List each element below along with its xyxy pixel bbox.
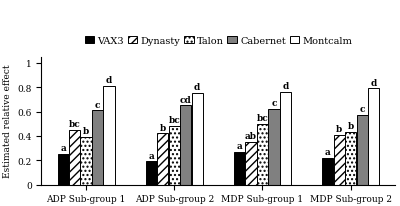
Bar [92, 111, 103, 185]
Text: d: d [370, 78, 377, 87]
Bar [103, 87, 114, 185]
Text: d: d [106, 76, 112, 85]
Bar [157, 134, 168, 185]
Text: a: a [148, 151, 154, 160]
Text: cd: cd [180, 95, 192, 104]
Bar [280, 93, 291, 185]
Text: bc: bc [256, 113, 268, 122]
Bar [357, 116, 368, 185]
Bar [234, 152, 245, 185]
Bar [58, 154, 69, 185]
Bar [334, 135, 345, 185]
Bar [345, 133, 356, 185]
Text: b: b [160, 123, 166, 132]
Text: b: b [336, 124, 342, 133]
Text: c: c [271, 99, 277, 108]
Text: bc: bc [168, 116, 180, 125]
Legend: VAX3, Dynasty, Talon, Cabernet, Montcalm: VAX3, Dynasty, Talon, Cabernet, Montcalm [82, 34, 354, 48]
Bar [180, 106, 191, 185]
Bar [80, 137, 92, 185]
Bar [268, 110, 280, 185]
Bar [322, 158, 333, 185]
Text: bc: bc [69, 119, 80, 128]
Text: ab: ab [245, 131, 257, 140]
Text: b: b [83, 127, 89, 136]
Bar [246, 142, 256, 185]
Bar [169, 126, 180, 185]
Text: d: d [194, 83, 200, 92]
Bar [257, 124, 268, 185]
Bar [368, 89, 379, 185]
Text: d: d [282, 82, 288, 91]
Text: a: a [237, 142, 242, 151]
Text: c: c [95, 100, 100, 109]
Text: a: a [325, 147, 331, 156]
Bar [146, 162, 157, 185]
Bar [192, 94, 203, 185]
Text: a: a [60, 144, 66, 152]
Text: c: c [360, 105, 365, 114]
Y-axis label: Estimated relative effect: Estimated relative effect [3, 64, 12, 178]
Bar [69, 130, 80, 185]
Text: b: b [348, 122, 354, 131]
